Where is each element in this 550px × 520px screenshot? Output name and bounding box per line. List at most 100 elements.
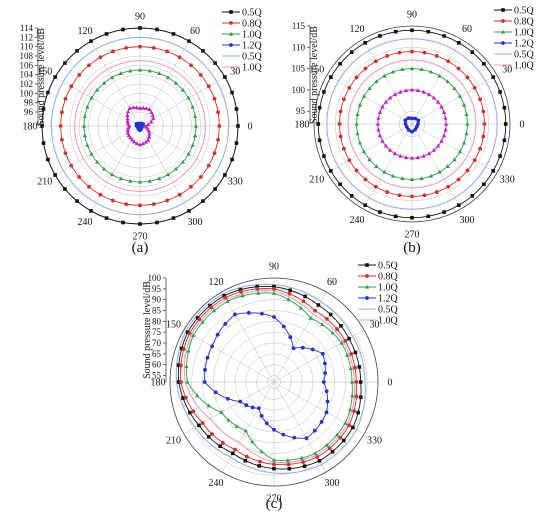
series-marker [482,61,486,66]
series-marker [392,151,398,156]
series-marker [143,139,148,144]
series-marker [358,380,363,384]
series-marker [416,118,421,123]
angle-tick-label: 0 [388,378,393,389]
series-marker [334,432,340,437]
series-marker [250,405,255,410]
series-marker [441,133,447,138]
r-tick-label: 106 [20,60,34,70]
series-marker [287,291,292,296]
series-marker [323,371,328,375]
series-marker [185,379,190,384]
series-marker [310,347,315,352]
series-marker [338,109,343,114]
series-marker [406,128,411,132]
series-marker [409,87,415,92]
series-marker [299,455,304,460]
series-marker [443,121,449,126]
series-marker [183,395,188,400]
series-marker [118,71,123,75]
series-marker [342,146,346,151]
series-line [326,38,498,210]
series-marker [124,45,129,50]
series-marker [426,29,431,34]
series-marker [234,141,239,145]
angle-tick-label: 120 [209,277,224,288]
series-marker [378,34,382,38]
series-marker [137,105,143,110]
angle-tick-label: 30 [230,67,240,78]
series-marker [131,105,136,110]
series-marker [157,71,162,75]
series-marker [256,290,261,295]
series-marker [77,73,82,77]
series-marker [355,131,360,136]
series-marker [351,425,355,430]
series-marker [89,95,94,100]
legend-label: 0.8Q [514,17,535,28]
series-marker [472,158,477,163]
r-tick-label: 65 [152,349,162,359]
series-marker [244,454,249,459]
series-marker [189,63,193,68]
angle-tick-label: 270 [133,232,148,243]
series-marker [87,63,91,68]
legend-label: 0.5Q [378,261,399,272]
series-marker [324,389,329,394]
series-marker [147,68,152,73]
angle-tick-label: 30 [502,65,512,76]
angle-tick-label: 300 [460,215,475,226]
grid-spoke [411,74,497,125]
series-marker [398,153,403,158]
series-marker [457,149,463,154]
series-marker [349,50,354,54]
series-marker [325,317,329,321]
series-marker [410,194,414,199]
series-marker [385,54,390,58]
series-marker [481,109,486,114]
series-marker [132,139,137,144]
series-marker [409,66,415,71]
series-marker [357,140,363,145]
series-marker [357,365,362,369]
series-marker [356,410,360,415]
series-line [74,60,206,192]
angle-tick-label: 90 [407,10,417,21]
series-marker [213,61,217,65]
series-marker [134,105,139,110]
series-marker [322,90,326,94]
angle-tick-label: 300 [188,217,203,228]
series-line [50,36,230,216]
series-marker [403,155,409,160]
series-marker [358,395,363,400]
series-marker [330,330,335,335]
r-tick-label: 60 [152,360,162,370]
series-marker [363,203,367,207]
polar-panel-1: 0306090120150180210240270300330969810010… [20,8,263,257]
series-marker [347,407,353,412]
series-marker [281,432,286,437]
series-marker [121,27,125,32]
series-marker [137,142,143,147]
grid-spoke [362,39,413,125]
series-marker [439,138,444,143]
series-marker [354,394,359,399]
series-marker [470,194,475,198]
series-1.0Q [347,59,477,189]
series-marker [216,137,221,142]
series-marker [89,39,93,43]
legend-label: 0.5Q [514,50,535,61]
legend-marker [364,284,370,289]
series-marker [53,173,57,177]
series-marker [225,396,230,401]
grid-spoke [139,125,225,176]
series-marker [461,140,467,145]
angle-tick-label: 60 [462,24,472,35]
series-marker [190,142,195,147]
series-marker [321,380,326,384]
series-marker [201,49,205,53]
grid-spoke [221,291,275,383]
angle-tick-label: 210 [309,175,324,186]
angle-tick-label: 90 [269,262,279,273]
